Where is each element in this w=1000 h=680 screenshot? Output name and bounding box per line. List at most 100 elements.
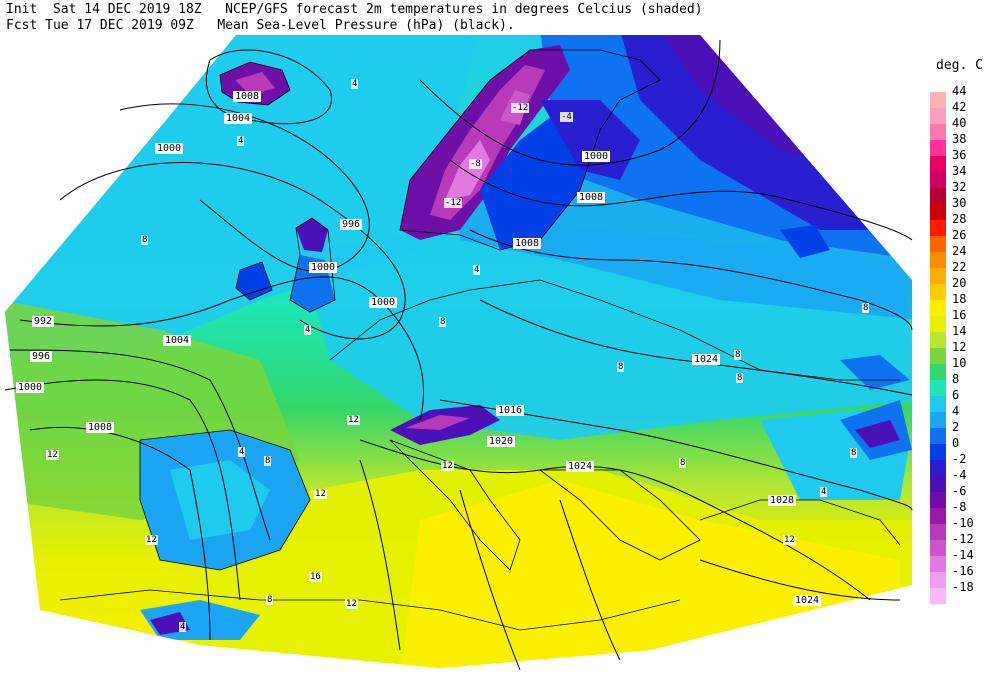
legend-swatch	[930, 188, 946, 204]
legend-entry: 2	[930, 420, 990, 444]
isobar-label: 1000	[582, 151, 611, 162]
legend-label: 14	[952, 324, 967, 338]
legend-entry: 10	[930, 356, 990, 380]
legend-label: 36	[952, 148, 967, 162]
legend-entry: -8	[930, 500, 990, 524]
legend-label: -14	[952, 548, 974, 562]
isobar-label: 1024	[692, 354, 721, 365]
coastlines	[59, 49, 901, 631]
legend-entry: -4	[930, 468, 990, 492]
legend-swatch	[930, 492, 946, 508]
legend-swatch	[930, 268, 946, 284]
isobar-label: 1024	[793, 595, 822, 606]
legend-swatch	[930, 108, 946, 124]
isobar-label: 1016	[496, 405, 525, 416]
legend-entry: 30	[930, 196, 990, 220]
isobar-label: 1000	[155, 143, 184, 154]
legend-entry: -16	[930, 564, 990, 588]
legend-entry: 28	[930, 212, 990, 236]
temperature-contour-label: 12	[314, 489, 327, 499]
legend-entry: 24	[930, 244, 990, 268]
legend-swatch	[930, 204, 946, 220]
legend-swatch	[930, 220, 946, 236]
temperature-contour-label: 8	[850, 448, 858, 458]
legend-entry: -18	[930, 580, 990, 604]
isobar-label: 1020	[487, 436, 516, 447]
legend-label: 22	[952, 260, 967, 274]
legend-swatch	[930, 300, 946, 316]
temperature-contour-label: 4	[473, 265, 481, 275]
legend-entry: 4	[930, 404, 990, 428]
legend-label: 30	[952, 196, 967, 210]
legend-swatch	[930, 412, 946, 428]
legend-swatch	[930, 476, 946, 492]
legend-label: 16	[952, 308, 967, 322]
temperature-contour-label: 4	[238, 447, 246, 457]
legend-entry: 22	[930, 260, 990, 284]
isobar-label: 1008	[233, 91, 262, 102]
legend-label: 24	[952, 244, 967, 258]
legend-entry: 14	[930, 324, 990, 348]
legend-entry: -14	[930, 548, 990, 572]
legend-label: 44	[952, 84, 967, 98]
temperature-contour-label: -4	[560, 112, 573, 122]
legend-label: 2	[952, 420, 960, 434]
legend-swatch	[930, 556, 946, 572]
isobar-label: 992	[32, 316, 55, 327]
legend-swatch	[930, 348, 946, 364]
legend-swatch	[930, 140, 946, 156]
legend-label: 28	[952, 212, 967, 226]
legend-swatch	[930, 236, 946, 252]
legend-entry: 34	[930, 164, 990, 188]
temperature-contour-label: 12	[145, 535, 158, 545]
temperature-contour-label: 8	[141, 235, 149, 245]
legend-entry: 40	[930, 116, 990, 140]
legend-label: -2	[952, 452, 967, 466]
isobars	[4, 39, 913, 671]
temperature-contour-label: -12	[511, 103, 530, 113]
legend-entry: -2	[930, 452, 990, 476]
legend-swatch	[930, 540, 946, 556]
legend-swatch	[930, 252, 946, 268]
legend-entry: -10	[930, 516, 990, 540]
legend-label: 4	[952, 404, 960, 418]
legend-title: deg. C	[936, 58, 983, 73]
temperature-contour-label: 12	[347, 415, 360, 425]
legend-swatch	[930, 572, 946, 588]
temperature-contour-label: 4	[304, 325, 312, 335]
legend-label: -16	[952, 564, 974, 578]
isobar-label: 1000	[16, 382, 45, 393]
legend-label: 40	[952, 116, 967, 130]
temperature-contour-label: 4	[820, 487, 828, 497]
legend-swatch	[930, 316, 946, 332]
legend-entry: 20	[930, 276, 990, 300]
legend-label: 42	[952, 100, 967, 114]
legend-entry: 42	[930, 100, 990, 124]
legend-swatch	[930, 396, 946, 412]
title-line-2: Fcst Tue 17 DEC 2019 09Z Mean Sea-Level …	[6, 18, 515, 33]
legend-entry: 26	[930, 228, 990, 252]
legend-label: 10	[952, 356, 967, 370]
temperature-contour-label: -8	[469, 159, 482, 169]
legend-entry: 16	[930, 308, 990, 332]
legend-swatch	[930, 524, 946, 540]
legend-label: 20	[952, 276, 967, 290]
legend-swatch	[930, 588, 946, 604]
isobar-label: 1000	[309, 262, 338, 273]
isobar-label: 1008	[86, 422, 115, 433]
legend-swatch	[930, 172, 946, 188]
isobar-label: 1024	[566, 461, 595, 472]
isobar-label: 996	[340, 219, 363, 230]
legend-swatch	[930, 460, 946, 476]
legend-label: 38	[952, 132, 967, 146]
legend-swatch	[930, 444, 946, 460]
legend-entry: 44	[930, 84, 990, 108]
legend-label: 8	[952, 372, 960, 386]
legend-label: 32	[952, 180, 967, 194]
legend-entry: 38	[930, 132, 990, 156]
temperature-contour-label: 8	[862, 303, 870, 313]
legend-swatch	[930, 332, 946, 348]
legend-entry: 8	[930, 372, 990, 396]
temperature-contour-label: 4	[237, 136, 245, 146]
